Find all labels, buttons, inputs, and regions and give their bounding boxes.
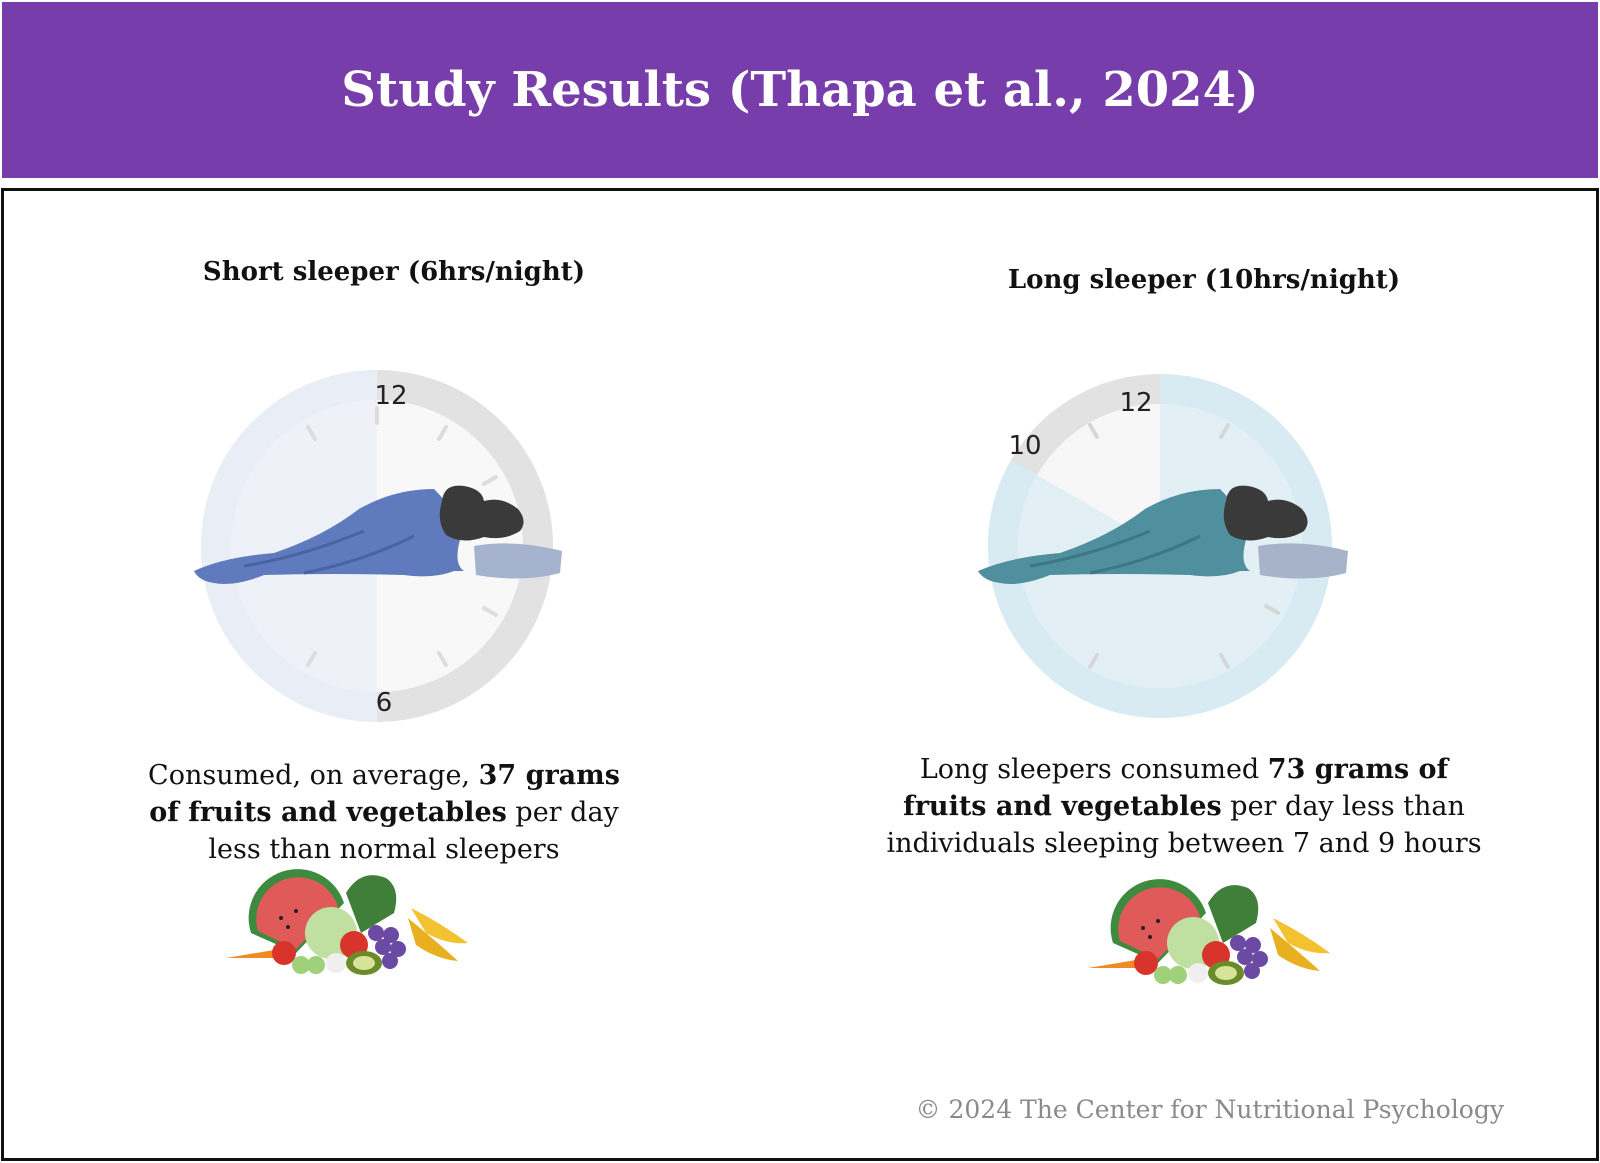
long-sleeper-title: Long sleeper (10hrs/night)	[1007, 265, 1401, 295]
clock-label-10: 10	[1008, 431, 1041, 461]
desc-highlight: 73 grams of fruits and vegetables	[903, 754, 1449, 822]
header-banner: Study Results (Thapa et al., 2024)	[2, 2, 1598, 178]
short-sleeper-title: Short sleeper (6hrs/night)	[202, 257, 586, 287]
long-sleeper-clock-icon: 12 10	[978, 374, 1348, 718]
clock-label-12: 12	[374, 381, 407, 411]
clock-label-12: 12	[1119, 388, 1152, 418]
clock-ticks	[306, 406, 498, 667]
desc-post: per day less than individuals sleeping b…	[886, 791, 1482, 859]
desc-pre: Consumed, on average,	[148, 760, 479, 791]
desc-highlight: 37 grams of fruits and vegetables	[149, 760, 620, 828]
page-title: Study Results (Thapa et al., 2024)	[341, 62, 1259, 118]
desc-post: per day less than normal sleepers	[208, 797, 619, 865]
clock-ticks	[1088, 423, 1280, 669]
long-sleeper-description: Long sleepers consumed 73 grams of fruit…	[884, 751, 1484, 862]
clock-label-6: 6	[376, 688, 393, 718]
sleeping-person-icon	[194, 485, 562, 584]
fruits-vegetables-icon	[1088, 879, 1330, 985]
sleeping-person-icon	[978, 485, 1348, 584]
fruits-vegetables-icon	[226, 869, 468, 975]
desc-pre: Long sleepers consumed	[919, 754, 1268, 785]
copyright-notice: © 2024 The Center for Nutritional Psycho…	[915, 1095, 1504, 1124]
short-sleeper-clock-icon: 12 6	[194, 370, 562, 722]
results-panel: Short sleeper (6hrs/night) 12 6 Consumed	[1, 188, 1599, 1161]
short-sleeper-description: Consumed, on average, 37 grams of fruits…	[134, 757, 634, 868]
